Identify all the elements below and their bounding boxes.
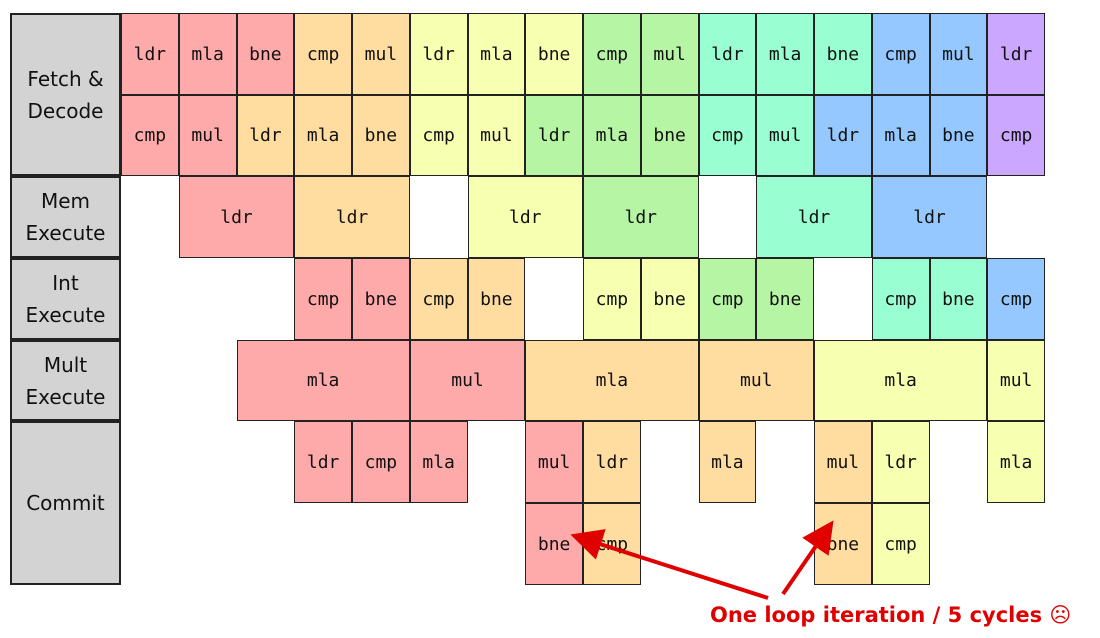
instr-cell-fetch-1-mla: mla [178,13,237,95]
stage-label-mem: Mem Execute [10,176,121,258]
instr-cell-fetch-2-cmp: cmp [698,95,757,176]
instr-cell-fetch-2-mla: mla [583,95,641,176]
instr-cell-fetch-2-cmp: cmp [987,95,1045,176]
instr-cell-commit-1-mul: mul [814,421,872,503]
instr-cell-fetch-2-ldr: ldr [525,95,583,176]
instr-cell-commit-1-cmp: cmp [352,421,410,503]
instr-cell-commit-1-mul: mul [525,421,583,503]
instr-cell-fetch-2-mul: mul [756,95,814,176]
instr-cell-fetch-1-mul: mul [352,13,410,95]
instr-cell-mem-1-ldr: ldr [756,176,872,258]
instr-cell-mult-1-mul: mul [987,340,1045,421]
instr-cell-int-1-bne: bne [640,258,699,340]
instr-cell-commit-1-mla: mla [409,421,468,503]
stage-label-int: Int Execute [10,258,121,340]
instr-cell-int-1-cmp: cmp [698,258,757,340]
stage-label-commit: Commit [10,421,121,585]
instr-cell-int-1-bne: bne [467,258,526,340]
instr-cell-int-1-cmp: cmp [583,258,641,340]
instr-cell-mem-1-ldr: ldr [583,176,699,258]
instr-cell-fetch-1-bne: bne [236,13,295,95]
instr-cell-commit-2-bne: bne [814,503,872,585]
instr-cell-int-1-bne: bne [756,258,814,340]
instr-cell-fetch-2-bne: bne [352,95,410,176]
instr-cell-fetch-1-mla: mla [467,13,526,95]
instr-cell-fetch-1-ldr: ldr [409,13,468,95]
instr-cell-int-1-bne: bne [352,258,410,340]
stage-label-mult: Mult Execute [10,340,121,421]
instr-cell-int-1-bne: bne [929,258,988,340]
instr-cell-commit-2-cmp: cmp [583,503,641,585]
instr-cell-fetch-1-mul: mul [640,13,699,95]
instr-cell-fetch-2-bne: bne [929,95,988,176]
instr-cell-fetch-2-cmp: cmp [121,95,179,176]
instr-cell-fetch-1-cmp: cmp [294,13,352,95]
instr-cell-int-1-cmp: cmp [871,258,930,340]
instr-cell-fetch-1-ldr: ldr [121,13,179,95]
instr-cell-mem-1-ldr: ldr [178,176,295,258]
instr-cell-commit-1-mla: mla [987,421,1045,503]
instr-cell-fetch-1-cmp: cmp [871,13,930,95]
instr-cell-fetch-1-mul: mul [929,13,988,95]
instr-cell-commit-1-ldr: ldr [583,421,641,503]
instr-cell-fetch-2-ldr: ldr [814,95,872,176]
instr-cell-int-1-cmp: cmp [294,258,352,340]
instr-cell-fetch-2-ldr: ldr [236,95,295,176]
instr-cell-mult-1-mla: mla [236,340,410,421]
instr-cell-mem-1-ldr: ldr [871,176,988,258]
instr-cell-mult-1-mul: mul [409,340,526,421]
instr-cell-mem-1-ldr: ldr [294,176,410,258]
annotation-text: One loop iteration / 5 cycles ☹ [710,603,1072,627]
instr-cell-mult-1-mla: mla [814,340,988,421]
instr-cell-fetch-2-mul: mul [467,95,526,176]
instr-cell-fetch-1-cmp: cmp [583,13,641,95]
instr-cell-mult-1-mul: mul [698,340,814,421]
instr-cell-fetch-2-mla: mla [871,95,930,176]
instr-cell-fetch-1-mla: mla [756,13,814,95]
instr-cell-mem-1-ldr: ldr [467,176,583,258]
instr-cell-mult-1-mla: mla [525,340,699,421]
instr-cell-fetch-2-mla: mla [294,95,352,176]
instr-cell-fetch-2-bne: bne [640,95,699,176]
instr-cell-commit-1-mla: mla [698,421,757,503]
instr-cell-commit-1-ldr: ldr [294,421,352,503]
instr-cell-fetch-1-ldr: ldr [987,13,1045,95]
stage-label-fetch: Fetch & Decode [10,13,121,176]
instr-cell-commit-1-ldr: ldr [871,421,930,503]
instr-cell-int-1-cmp: cmp [987,258,1045,340]
instr-cell-fetch-2-mul: mul [178,95,237,176]
instr-cell-int-1-cmp: cmp [409,258,468,340]
instr-cell-commit-2-bne: bne [525,503,583,585]
instr-cell-commit-2-cmp: cmp [871,503,930,585]
instr-cell-fetch-1-bne: bne [525,13,583,95]
instr-cell-fetch-1-bne: bne [814,13,872,95]
instr-cell-fetch-1-ldr: ldr [698,13,757,95]
instr-cell-fetch-2-cmp: cmp [409,95,468,176]
